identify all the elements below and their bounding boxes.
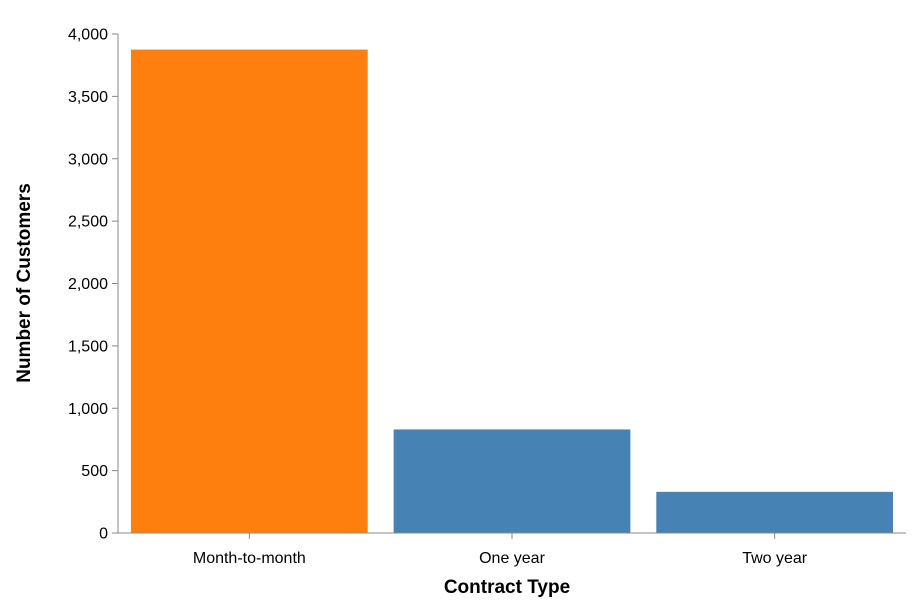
y-axis-ticks: 0 500 1,000 1,500 2,000 2,500 3,000 3,500 4,000: [68, 27, 118, 543]
y-tick-label: 2,000: [68, 276, 108, 293]
y-tick-label: 3,500: [68, 89, 108, 106]
y-tick-label: 0: [99, 526, 108, 543]
y-tick-label: 2,500: [68, 214, 108, 231]
y-tick-label: 1,500: [68, 338, 108, 355]
x-axis-title: Contract Type: [444, 577, 570, 598]
x-tick-label: Month-to-month: [193, 550, 306, 567]
y-tick-label: 3,000: [68, 151, 108, 168]
x-tick-label: One year: [479, 550, 545, 567]
y-tick-label: 1,000: [68, 401, 108, 418]
y-axis: 0 500 1,000 1,500 2,000 2,500 3,000 3,500 4,000: [68, 27, 119, 543]
x-axis: Month-to-month One year Two year: [118, 532, 906, 567]
x-tick-label: Two year: [742, 550, 808, 567]
bar-two-year[interactable]: [656, 491, 894, 533]
y-axis-title: Number of Customers: [14, 183, 35, 383]
bars: [130, 49, 894, 533]
bar-one-year[interactable]: [393, 429, 631, 533]
y-tick-label: 4,000: [68, 27, 108, 44]
x-axis-ticks: Month-to-month One year Two year: [193, 533, 808, 567]
y-tick-label: 500: [81, 463, 108, 480]
bar-month-to-month[interactable]: [130, 49, 368, 533]
